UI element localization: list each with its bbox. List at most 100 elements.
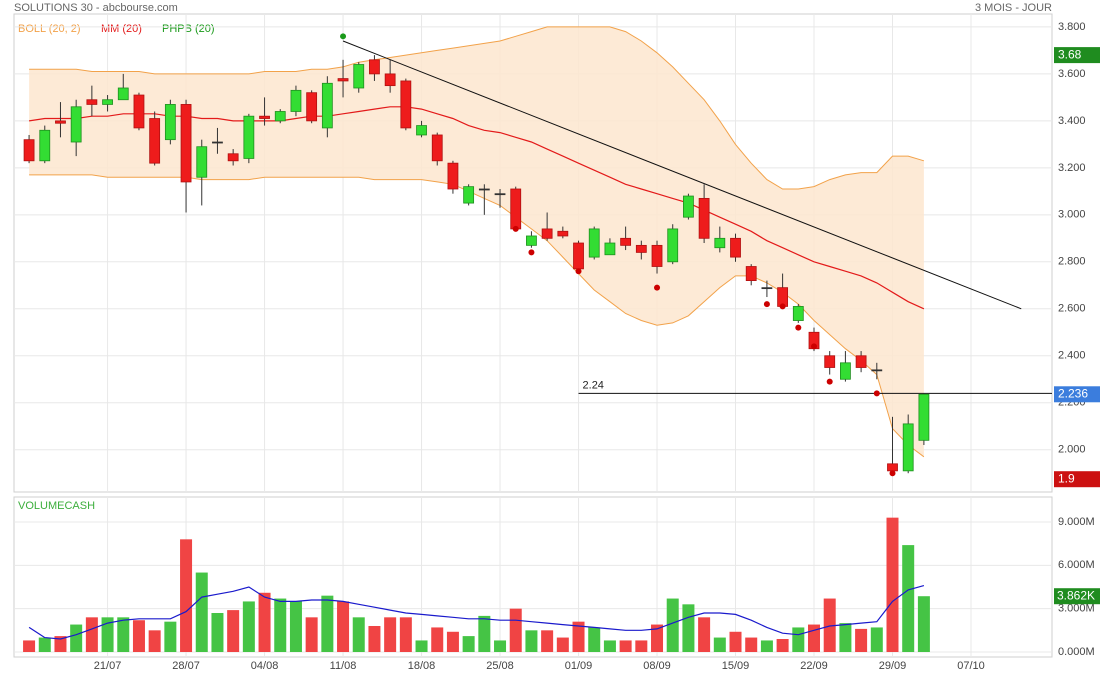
legend-phpb: PHPB (20)	[162, 23, 215, 35]
candle-body	[918, 393, 930, 441]
volume-marker-label: 3.862K	[1057, 588, 1095, 602]
chart-title: SOLUTIONS 30 - abcbourse.com	[14, 2, 178, 14]
legend-boll: BOLL (20, 2)	[18, 23, 81, 35]
x-tick-label: 29/09	[879, 660, 907, 672]
x-tick-label: 15/09	[722, 660, 750, 672]
volume-bar	[305, 617, 318, 652]
volume-bar	[839, 623, 852, 652]
x-tick-label: 25/08	[486, 660, 514, 672]
volume-bar	[682, 604, 695, 652]
candle-body	[463, 186, 475, 204]
volume-bar	[289, 601, 302, 652]
volume-marker	[1054, 588, 1100, 605]
candle-body	[698, 197, 710, 239]
volume-title: VOLUMECASH	[18, 500, 95, 512]
candle-body	[337, 78, 349, 82]
phpb-signal	[763, 301, 770, 308]
candle-body	[761, 287, 773, 290]
volume-bar	[399, 617, 412, 652]
bollinger-lower	[29, 174, 925, 458]
candle-body	[887, 463, 898, 472]
volume-bar	[509, 608, 522, 652]
volume-bar	[23, 640, 36, 652]
candle-body	[730, 237, 741, 258]
phpb-signal	[889, 470, 896, 477]
volume-panel	[13, 496, 1053, 658]
bollinger-upper	[29, 26, 925, 190]
candle-body	[274, 111, 286, 122]
volume-bar	[148, 630, 161, 652]
price-marker	[1054, 47, 1100, 64]
candle-body	[635, 244, 647, 253]
candle-body	[212, 141, 223, 144]
y-tick-label: 2.800	[1058, 256, 1086, 268]
y-tick-label: 2.600	[1058, 303, 1086, 315]
candle-body	[227, 153, 239, 162]
y-tick-label: 0.000M	[1058, 646, 1095, 658]
y-tick-label: 3.000M	[1058, 603, 1095, 615]
volume-bar	[870, 627, 883, 652]
candle-body	[871, 369, 883, 372]
volume-bar	[384, 617, 397, 652]
candle-body	[353, 64, 365, 89]
candle-body	[651, 244, 663, 267]
candle-body	[86, 99, 98, 105]
candle-body	[714, 237, 726, 249]
x-tick-label: 11/08	[330, 660, 357, 672]
candle-body	[494, 193, 506, 196]
trendline	[342, 40, 1022, 310]
volume-bar	[745, 637, 758, 652]
phpb-signal	[528, 249, 535, 256]
volume-bar	[588, 627, 601, 652]
volume-bar	[541, 630, 554, 652]
candle-body	[526, 235, 537, 246]
candle-body	[369, 59, 380, 75]
volume-bar	[117, 617, 130, 652]
candle-body	[824, 355, 836, 368]
phpb-signal	[654, 284, 661, 291]
phpb-signal	[873, 390, 880, 397]
moving-average	[29, 106, 925, 310]
candle-body	[102, 99, 113, 105]
volume-bar	[572, 621, 585, 652]
y-tick-label: 3.200	[1058, 162, 1086, 174]
volume-bar	[274, 598, 287, 652]
volume-bar	[525, 630, 538, 652]
candle-body	[902, 423, 914, 472]
candle-body	[840, 362, 851, 380]
volume-bar	[776, 638, 789, 652]
candle-body	[55, 120, 66, 124]
volume-bar	[415, 640, 428, 652]
price-marker	[1054, 386, 1100, 403]
candle-body	[243, 115, 255, 159]
candle-body	[431, 134, 443, 162]
volume-bar	[195, 572, 208, 652]
volume-bar	[855, 628, 868, 652]
x-tick-label: 18/08	[408, 660, 436, 672]
volume-bar	[494, 640, 507, 652]
volume-bar	[478, 615, 491, 652]
price-panel	[13, 13, 1053, 493]
candle-body	[290, 89, 302, 112]
phpb-signal	[811, 343, 818, 350]
volume-bar	[886, 517, 899, 652]
legend-ma: MM (20)	[101, 23, 142, 35]
volume-bar	[446, 631, 459, 652]
y-tick-label: 3.400	[1058, 115, 1086, 127]
candle-body	[196, 146, 208, 178]
candle-body	[400, 80, 412, 129]
volume-bar	[713, 637, 726, 652]
x-tick-label: 28/07	[172, 660, 200, 672]
price-marker-label: 2.236	[1058, 386, 1088, 400]
volume-bar	[698, 617, 711, 652]
candle-body	[117, 87, 129, 101]
volume-bar	[54, 636, 67, 652]
y-tick-label: 2.400	[1058, 350, 1086, 362]
volume-bar	[132, 620, 145, 652]
volume-bar	[352, 617, 365, 652]
x-tick-label: 07/10	[957, 660, 985, 672]
volume-bar	[368, 625, 381, 652]
candle-body	[855, 355, 867, 368]
candle-body	[149, 118, 161, 164]
